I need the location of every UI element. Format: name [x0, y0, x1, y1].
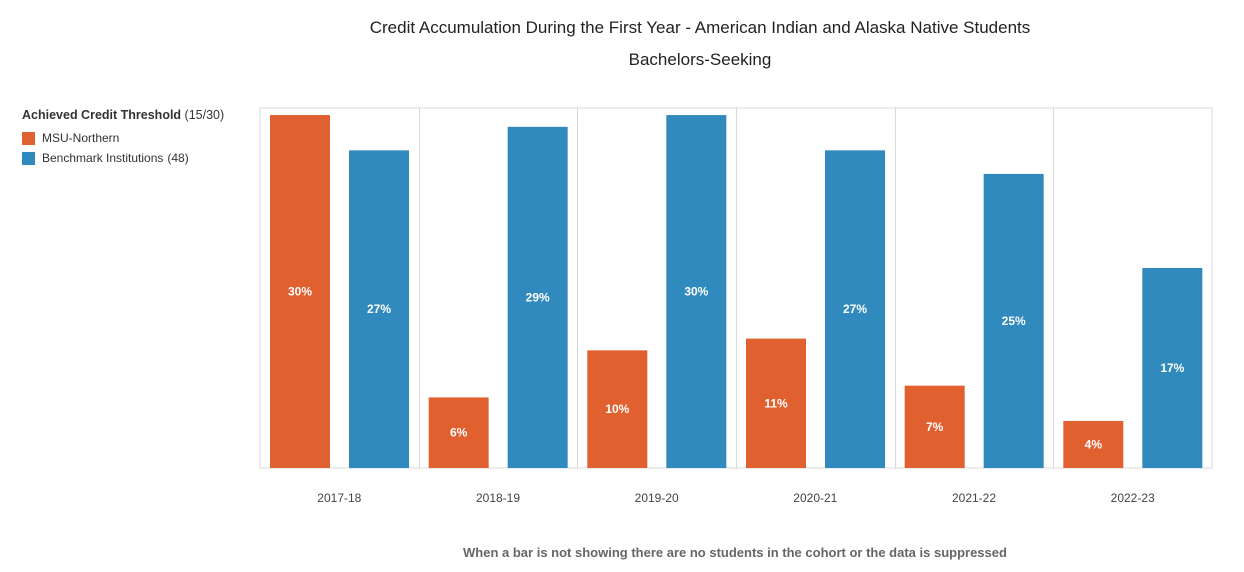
- legend: Achieved Credit Threshold (15/30) MSU-No…: [22, 108, 224, 168]
- data-label: 30%: [288, 285, 312, 299]
- data-label: 7%: [926, 420, 944, 434]
- legend-item-benchmark[interactable]: Benchmark Institutions (48): [22, 148, 224, 168]
- footnote: When a bar is not showing there are no s…: [463, 545, 1007, 560]
- bar-chart: 30% 27% 2017-18 6% 29% 2018-19 10% 30% 2019-20 11…: [259, 107, 1213, 505]
- data-label: 4%: [1085, 437, 1103, 451]
- data-label: 10%: [605, 402, 629, 416]
- bar-msu-northern-2017-18[interactable]: [270, 115, 330, 468]
- chart-subtitle: Bachelors-Seeking: [628, 50, 772, 69]
- bar-benchmark-2018-19[interactable]: [507, 126, 568, 468]
- data-label: 6%: [450, 426, 468, 440]
- data-label: 25%: [1002, 314, 1026, 328]
- bar-benchmark-2022-23[interactable]: [1142, 268, 1203, 468]
- x-tick-label: 2019-20: [635, 491, 679, 505]
- data-label: 17%: [1160, 361, 1184, 375]
- data-label: 27%: [843, 302, 867, 316]
- legend-title: Achieved Credit Threshold (15/30): [22, 108, 224, 122]
- x-tick-label: 2017-18: [317, 491, 361, 505]
- bar-benchmark-2017-18[interactable]: [349, 150, 409, 468]
- chart-title: Credit Accumulation During the First Yea…: [369, 18, 1031, 37]
- data-label: 11%: [764, 396, 788, 410]
- bar-benchmark-2021-22[interactable]: [983, 173, 1044, 468]
- data-label: 30%: [684, 285, 708, 299]
- x-tick-label: 2018-19: [476, 491, 520, 505]
- bar-msu-northern-2019-20[interactable]: [587, 350, 648, 468]
- bar-msu-northern-2018-19[interactable]: [428, 397, 489, 468]
- legend-suffix-benchmark: (48): [167, 151, 189, 165]
- x-tick-label: 2022-23: [1111, 491, 1155, 505]
- x-tick-label: 2020-21: [793, 491, 837, 505]
- bar-msu-northern-2020-21[interactable]: [746, 338, 806, 468]
- legend-title-suffix: (15/30): [184, 108, 225, 122]
- x-tick-label: 2021-22: [952, 491, 996, 505]
- bar-msu-northern-2021-22[interactable]: [904, 385, 965, 468]
- data-label: 27%: [367, 302, 391, 316]
- legend-swatch-benchmark: [22, 151, 35, 165]
- legend-title-text: Achieved Credit Threshold: [22, 108, 182, 122]
- legend-label-msu-northern: MSU-Northern: [42, 131, 120, 145]
- legend-item-msu-northern[interactable]: MSU-Northern: [22, 128, 224, 148]
- bar-benchmark-2019-20[interactable]: [666, 115, 727, 468]
- bar-benchmark-2020-21[interactable]: [825, 150, 885, 468]
- data-label: 29%: [526, 290, 550, 304]
- legend-swatch-msu-northern: [22, 131, 35, 145]
- legend-label-benchmark: Benchmark Institutions: [42, 151, 164, 165]
- bar-msu-northern-2022-23[interactable]: [1063, 420, 1124, 468]
